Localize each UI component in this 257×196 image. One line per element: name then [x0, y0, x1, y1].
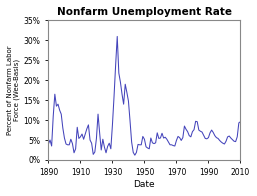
Title: Nonfarm Unemployment Rate: Nonfarm Unemployment Rate — [57, 7, 232, 17]
X-axis label: Date: Date — [134, 180, 155, 189]
Y-axis label: Percent of Nonfarm Labor
Force (Wee-Basis): Percent of Nonfarm Labor Force (Wee-Basi… — [7, 45, 21, 135]
